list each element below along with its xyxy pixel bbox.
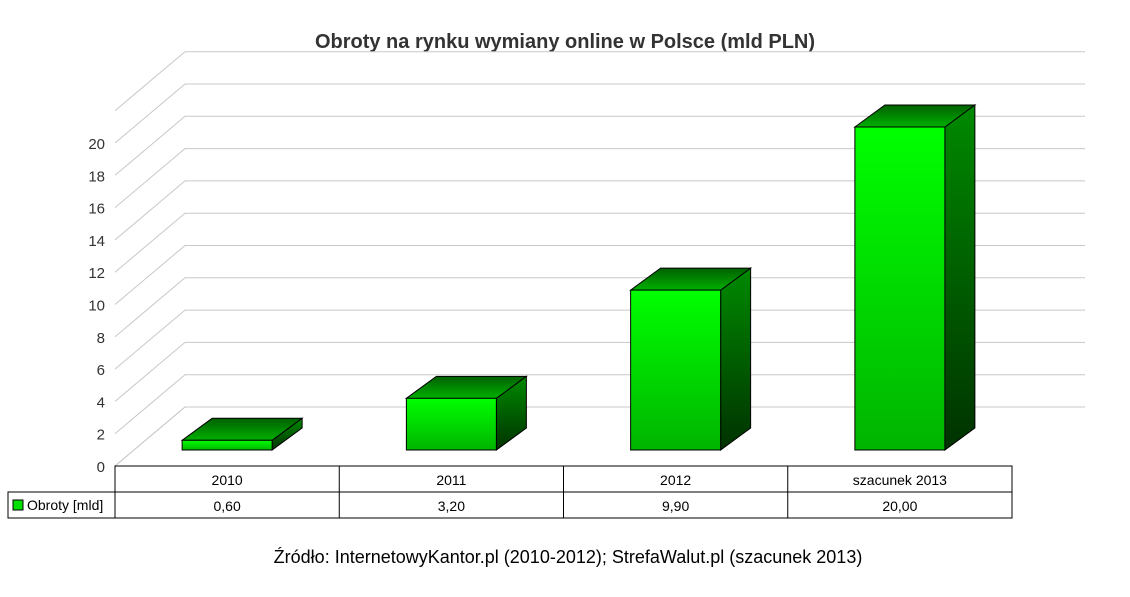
chart-title: Obroty na rynku wymiany online w Polsce … (315, 31, 815, 53)
legend-swatch (12, 499, 24, 511)
bar-front (854, 126, 946, 451)
gridline (114, 374, 1085, 435)
legend-cell (7, 491, 116, 519)
bar (853, 104, 977, 451)
gridline (114, 115, 1085, 176)
source-note: Źródło: InternetowyKantor.pl (2010-2012)… (274, 547, 863, 567)
y-tick-label: 20 (88, 136, 105, 153)
data-label: 0,60 (214, 498, 241, 514)
bar (629, 267, 753, 451)
bar-front (181, 439, 273, 451)
gridline (114, 309, 1085, 370)
y-tick-label: 2 (97, 427, 105, 444)
y-tick-label: 10 (88, 298, 105, 315)
gridline (114, 277, 1085, 338)
gridline (114, 406, 1085, 467)
gridline (114, 51, 1085, 112)
data-label: 3,20 (438, 498, 465, 514)
y-tick-label: 12 (88, 265, 105, 282)
bar (180, 417, 304, 451)
y-tick-label: 18 (88, 168, 105, 185)
gridline (114, 148, 1085, 208)
y-tick-label: 14 (88, 233, 105, 250)
bar-side (720, 267, 752, 451)
category-label: 2012 (660, 472, 691, 488)
y-tick-label: 4 (97, 394, 105, 411)
bar (404, 375, 528, 451)
data-label: 9,90 (662, 498, 689, 514)
legend-label: Obroty [mld] (27, 497, 103, 513)
bar-front (630, 289, 722, 451)
bar-side (944, 104, 976, 451)
y-tick-label: 8 (97, 330, 105, 347)
data-label: 20,00 (882, 498, 917, 514)
category-label: 2011 (436, 472, 466, 488)
gridline (114, 245, 1085, 305)
category-label: szacunek 2013 (853, 472, 947, 488)
gridline (114, 180, 1085, 241)
bar-front (405, 397, 497, 451)
y-tick-label: 16 (88, 201, 105, 218)
category-label: 2010 (212, 472, 243, 488)
gridline (114, 341, 1085, 402)
y-tick-label: 0 (97, 459, 105, 476)
y-tick-label: 6 (97, 362, 105, 379)
gridline (114, 83, 1085, 144)
gridline (114, 212, 1085, 273)
